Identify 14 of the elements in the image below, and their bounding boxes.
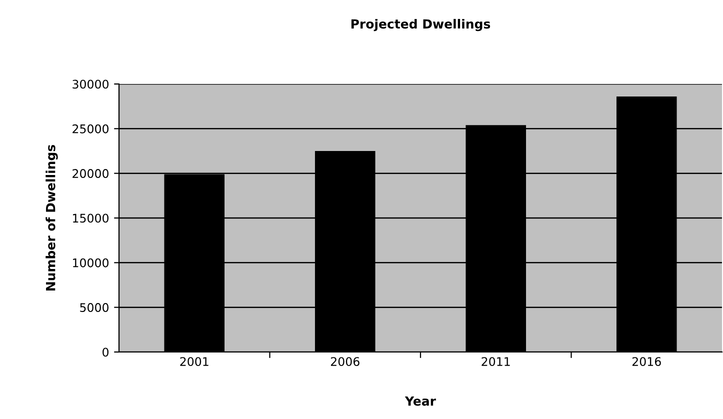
y-tick-label: 5000 [80,303,108,312]
x-tick-label: 2011 [482,357,510,366]
y-axis-title: Number of Dwellings [46,144,58,290]
x-tick-label: 2016 [632,357,661,366]
y-tick-label: 25000 [72,124,108,134]
chart-title: Projected Dwellings [351,18,490,32]
y-tick-label: 10000 [73,258,108,268]
y-tick-label: 0 [102,348,108,357]
x-tick-label: 2001 [180,357,208,366]
y-tick-label: 20000 [72,169,108,178]
y-tick-label: 15000 [73,214,108,223]
x-tick-label: 2006 [330,357,360,366]
x-axis-title: Year [404,396,436,406]
y-tick-label: 30000 [72,80,108,89]
